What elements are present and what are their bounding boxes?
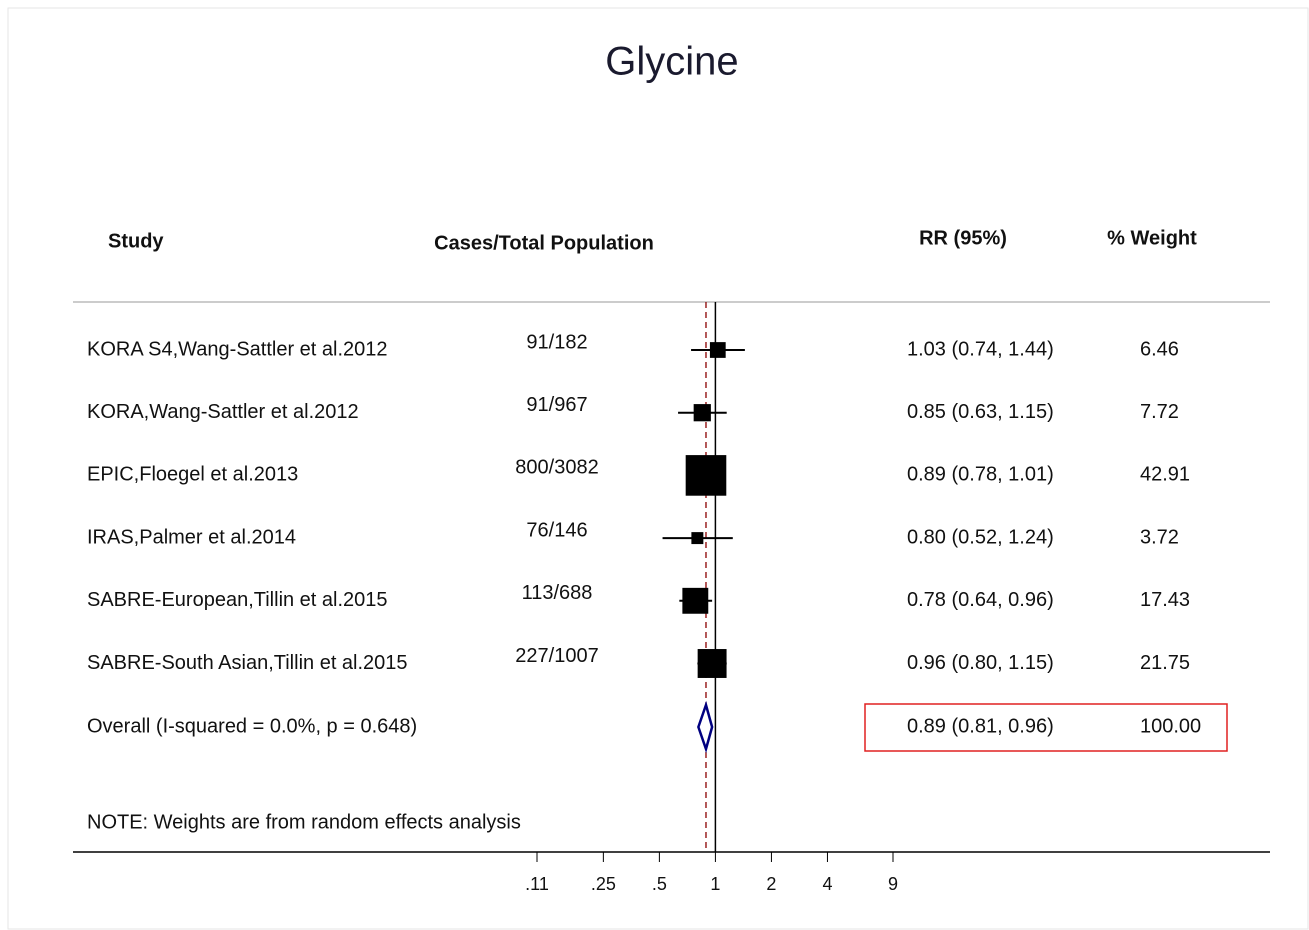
study-box xyxy=(682,587,709,614)
study-box xyxy=(693,404,711,422)
x-tick-label: 9 xyxy=(888,874,898,894)
study-cases: 113/688 xyxy=(522,582,593,604)
overall-name: Overall (I-squared = 0.0%, p = 0.648) xyxy=(87,715,417,737)
highlight-box xyxy=(864,703,1228,752)
study-rr: 1.03 (0.74, 1.44) xyxy=(907,338,1054,360)
frame xyxy=(7,7,1309,930)
study-rr: 0.96 (0.80, 1.15) xyxy=(907,652,1054,674)
x-tick-label: 2 xyxy=(766,874,776,894)
study-weight: 6.46 xyxy=(1140,338,1179,360)
overall-weight: 100.00 xyxy=(1140,715,1201,737)
study-name: SABRE-South Asian,Tillin et al.2015 xyxy=(87,652,408,674)
study-name: EPIC,Floegel et al.2013 xyxy=(87,464,298,486)
x-tick-label: .11 xyxy=(525,874,549,894)
study-cases: 800/3082 xyxy=(515,457,598,479)
x-tick-label: 1 xyxy=(710,874,720,894)
chart-title: Glycine xyxy=(605,40,738,84)
overall-rr: 0.89 (0.81, 0.96) xyxy=(907,715,1054,737)
study-name: KORA,Wang-Sattler et al.2012 xyxy=(87,401,359,423)
header-weight: % Weight xyxy=(1107,227,1197,249)
header-rr: RR (95%) xyxy=(919,227,1007,249)
study-box xyxy=(691,532,704,545)
x-tick-label: .25 xyxy=(591,874,616,894)
study-weight: 17.43 xyxy=(1140,589,1190,611)
study-cases: 76/146 xyxy=(526,519,587,541)
study-weight: 21.75 xyxy=(1140,652,1190,674)
study-rr: 0.85 (0.63, 1.15) xyxy=(907,401,1054,423)
study-cases: 91/967 xyxy=(526,394,587,416)
study-box xyxy=(709,342,726,358)
study-weight: 7.72 xyxy=(1140,401,1179,423)
x-tick-label: 4 xyxy=(822,874,832,894)
study-rr: 0.78 (0.64, 0.96) xyxy=(907,589,1054,611)
study-name: IRAS,Palmer et al.2014 xyxy=(87,526,296,548)
overall-diamond xyxy=(697,700,714,754)
study-cases: 91/182 xyxy=(526,331,587,353)
header-study: Study xyxy=(108,230,164,252)
study-box xyxy=(697,649,727,678)
study-cases: 227/1007 xyxy=(515,645,598,667)
study-weight: 3.72 xyxy=(1140,526,1179,548)
header-cases: Cases/Total Population xyxy=(434,232,654,254)
study-rr: 0.80 (0.52, 1.24) xyxy=(907,526,1054,548)
x-tick-label: .5 xyxy=(652,874,667,894)
study-weight: 42.91 xyxy=(1140,464,1190,486)
study-name: KORA S4,Wang-Sattler et al.2012 xyxy=(87,338,388,360)
study-rr: 0.89 (0.78, 1.01) xyxy=(907,464,1054,486)
study-box xyxy=(685,455,727,496)
note: NOTE: Weights are from random effects an… xyxy=(87,811,521,833)
study-name: SABRE-European,Tillin et al.2015 xyxy=(87,589,388,611)
